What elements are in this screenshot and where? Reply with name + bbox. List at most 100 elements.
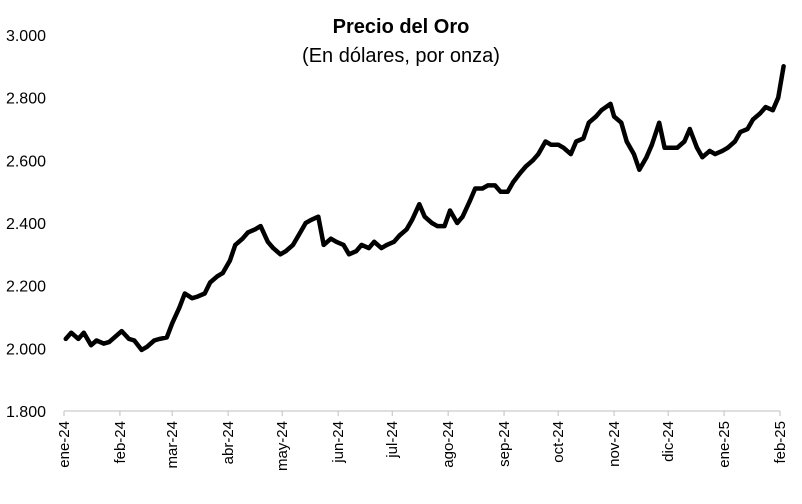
data-point xyxy=(750,117,755,122)
data-point xyxy=(233,242,238,247)
data-point xyxy=(549,142,553,147)
y-tick-label: 1.800 xyxy=(6,404,46,421)
data-point xyxy=(177,305,182,310)
data-point xyxy=(498,189,503,194)
data-point xyxy=(687,127,692,131)
data-point xyxy=(63,336,68,341)
data-point xyxy=(215,274,220,279)
data-point xyxy=(392,239,396,244)
y-tick-label: 3.000 xyxy=(6,28,46,45)
data-point xyxy=(720,148,725,153)
data-point xyxy=(732,139,737,144)
data-point xyxy=(321,242,326,247)
data-point xyxy=(568,152,573,157)
data-point xyxy=(776,95,781,100)
data-point xyxy=(511,180,516,185)
x-tick-label: may-24 xyxy=(274,421,291,471)
data-point xyxy=(608,101,613,106)
data-point xyxy=(455,221,460,225)
data-point xyxy=(107,340,112,345)
y-tick-label: 2.400 xyxy=(6,216,46,233)
data-point xyxy=(561,145,566,150)
data-point xyxy=(359,242,364,247)
data-point xyxy=(530,158,535,163)
data-point xyxy=(649,142,654,147)
data-point xyxy=(612,114,617,119)
data-point xyxy=(758,111,763,116)
data-point xyxy=(202,291,207,296)
data-point xyxy=(89,343,94,348)
data-point xyxy=(246,230,250,235)
x-tick-label: dic-24 xyxy=(660,421,677,462)
data-point xyxy=(139,347,144,352)
data-point xyxy=(132,338,137,343)
data-point xyxy=(543,139,548,144)
y-tick-label: 2.000 xyxy=(6,341,46,358)
data-point xyxy=(485,183,490,188)
chart-title: Precio del Oro xyxy=(332,16,470,38)
x-tick-label: feb-25 xyxy=(772,421,789,464)
data-point xyxy=(208,280,213,285)
data-point xyxy=(164,335,169,340)
data-point xyxy=(631,152,636,157)
data-point xyxy=(145,344,149,349)
data-point xyxy=(126,336,131,341)
x-tick-label: abr-24 xyxy=(220,421,237,464)
data-point xyxy=(594,114,598,119)
data-point xyxy=(523,164,528,169)
data-point xyxy=(556,142,561,147)
data-point xyxy=(182,291,187,296)
data-point xyxy=(682,139,687,144)
data-point xyxy=(518,170,523,175)
data-point xyxy=(781,64,786,69)
x-tick-label: ene-24 xyxy=(56,421,73,468)
data-point xyxy=(227,258,232,263)
data-point xyxy=(637,167,642,172)
x-tick-label: ene-25 xyxy=(716,421,733,468)
x-tick-label: jul-24 xyxy=(384,421,401,459)
data-point xyxy=(170,321,175,326)
data-point xyxy=(253,227,258,232)
data-point xyxy=(619,120,624,125)
data-point xyxy=(429,221,434,225)
data-point xyxy=(157,336,162,341)
data-point xyxy=(347,252,351,257)
data-point xyxy=(599,108,604,113)
data-point xyxy=(220,271,225,276)
gold-price-line xyxy=(63,64,786,353)
data-point xyxy=(354,249,359,254)
x-axis-labels: ene-24 feb-24 mar-24 abr-24 may-24 jun-24 jul-… xyxy=(56,421,789,471)
data-point xyxy=(669,145,674,150)
data-point xyxy=(586,120,591,125)
data-point xyxy=(152,338,157,343)
data-point xyxy=(480,186,485,191)
x-tick-label: oct-24 xyxy=(550,421,567,463)
data-point xyxy=(190,296,195,301)
data-point xyxy=(119,329,124,334)
data-point xyxy=(410,217,415,222)
gold-price-points xyxy=(63,64,786,352)
data-point xyxy=(366,246,371,251)
data-point xyxy=(195,294,200,299)
data-point xyxy=(283,249,288,254)
data-point xyxy=(657,120,662,125)
data-point xyxy=(76,336,81,341)
data-point xyxy=(81,330,86,335)
data-point xyxy=(309,217,314,222)
data-point xyxy=(94,338,99,343)
data-point xyxy=(675,145,680,150)
data-point xyxy=(467,199,472,204)
x-tick-label: ago-24 xyxy=(440,421,457,468)
data-point xyxy=(101,341,106,346)
y-tick-label: 2.600 xyxy=(6,153,46,170)
data-point xyxy=(745,127,750,131)
chart-subtitle: (En dólares, por onza) xyxy=(302,45,500,67)
data-point xyxy=(372,239,377,244)
data-point xyxy=(763,105,768,110)
x-tick-label: jun-24 xyxy=(330,421,347,464)
data-point xyxy=(69,330,74,335)
data-point xyxy=(700,155,705,160)
data-point xyxy=(695,145,699,150)
data-point xyxy=(240,236,245,241)
